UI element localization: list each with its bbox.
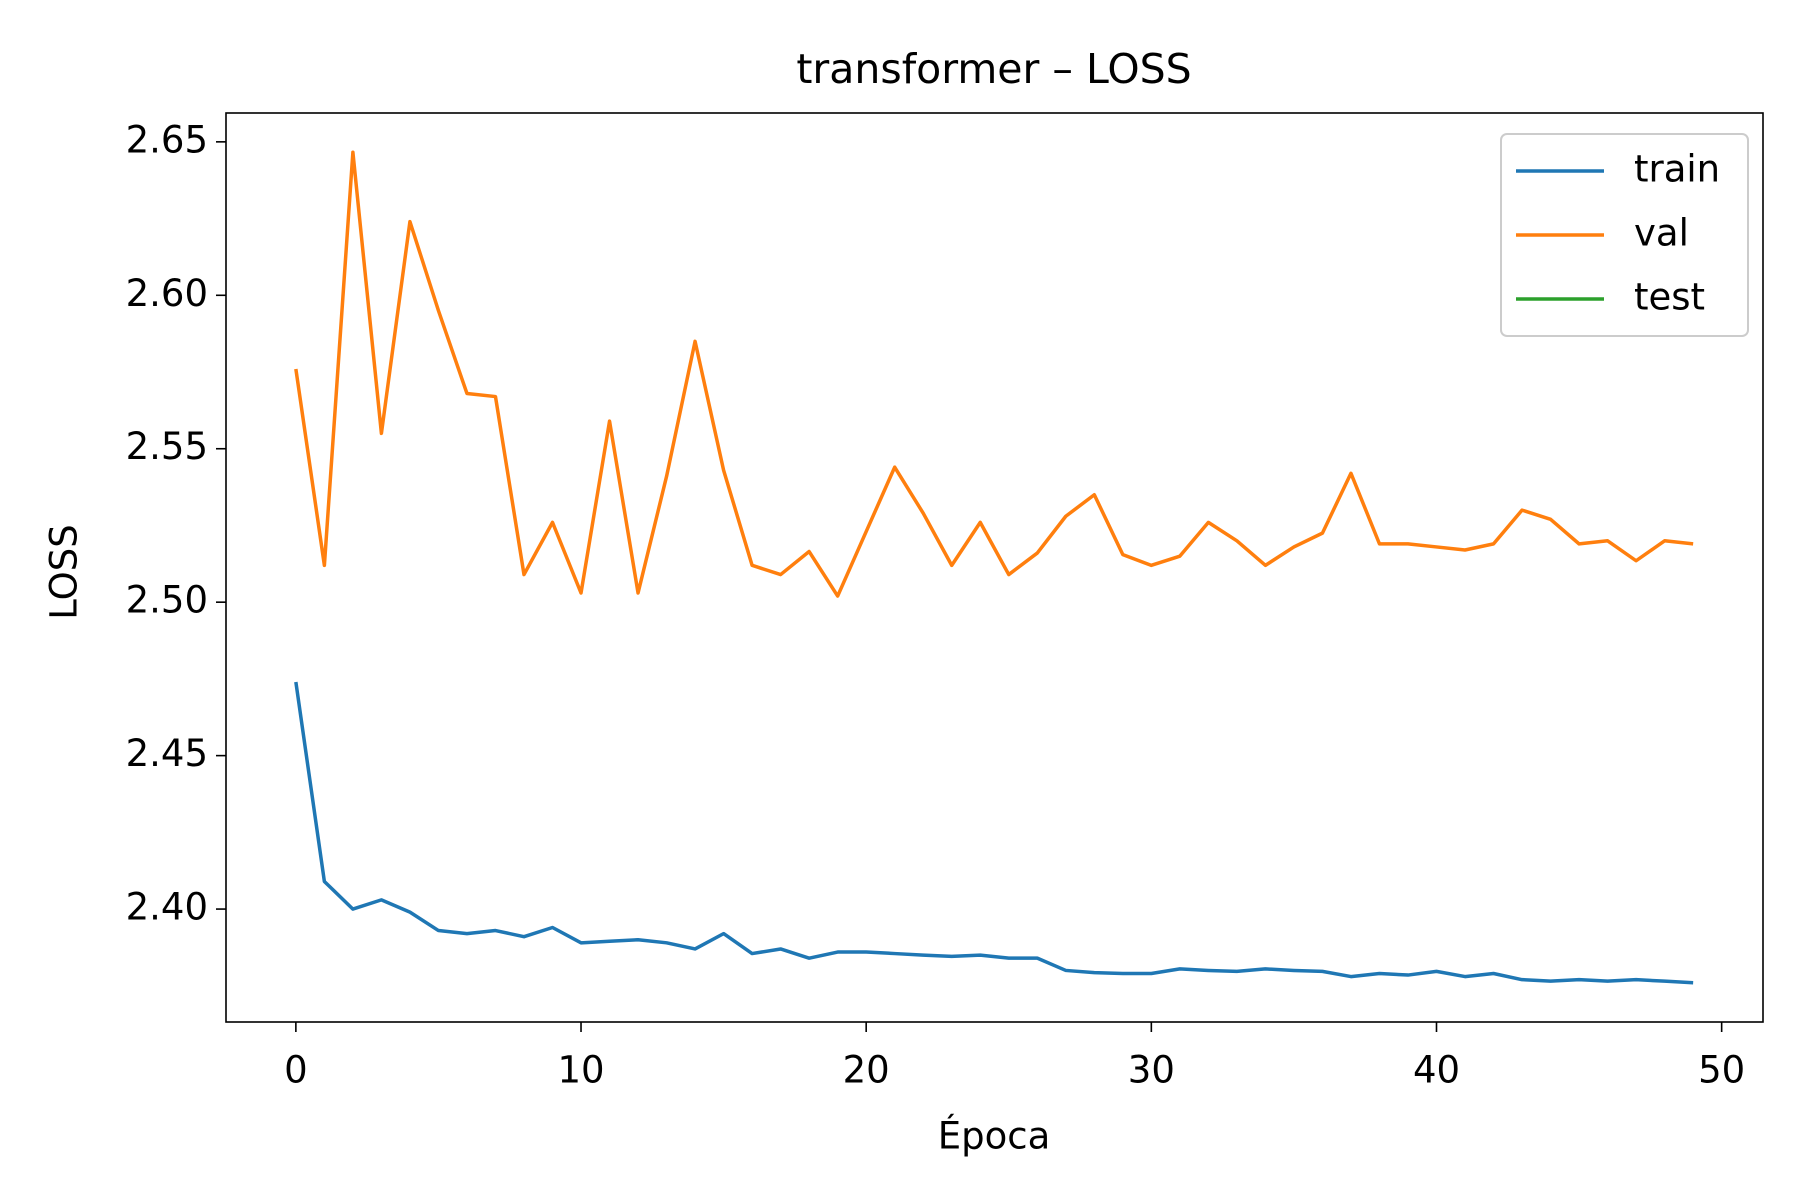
plot-frame [225, 112, 1764, 1023]
y-tick-label: 2.50 [126, 579, 208, 622]
x-tick-label: 40 [1413, 1049, 1460, 1092]
chart-title: transformer – LOSS [796, 45, 1191, 93]
y-tick-label: 2.45 [126, 732, 208, 775]
x-axis-label: Época [938, 1114, 1051, 1158]
x-tick-label: 10 [557, 1049, 604, 1092]
x-tick-label: 20 [843, 1049, 890, 1092]
legend-label: test [1634, 276, 1705, 319]
y-tick-label: 2.60 [126, 272, 208, 315]
series-line [294, 150, 1694, 598]
legend-label: val [1634, 212, 1689, 255]
x-tick-label: 30 [1128, 1049, 1175, 1092]
series-line [294, 681, 1694, 985]
x-tick-label: 0 [284, 1049, 308, 1092]
x-tick-label: 50 [1698, 1049, 1745, 1092]
y-tick-label: 2.40 [126, 886, 208, 929]
y-tick-label: 2.65 [126, 118, 208, 161]
legend-label: train [1634, 148, 1720, 191]
y-tick-label: 2.55 [126, 425, 208, 468]
y-axis-label: LOSS [43, 524, 86, 619]
legend-box [1500, 133, 1749, 337]
